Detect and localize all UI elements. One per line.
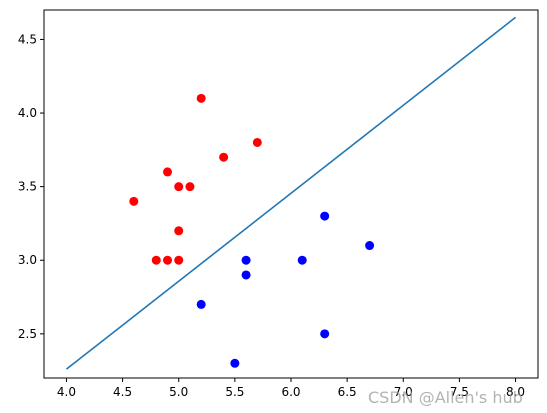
scatter-point-series-0-0 (129, 196, 139, 206)
watermark-text: CSDN @Allen's hub (368, 388, 523, 407)
scatter-point-series-1-7 (365, 241, 375, 251)
scatter-point-series-0-9 (219, 152, 229, 162)
plot-frame (43, 9, 539, 379)
x-tick-label: 5.5 (225, 385, 244, 399)
x-tick-label: 6.5 (338, 385, 357, 399)
scatter-point-series-0-6 (174, 182, 184, 192)
scatter-point-series-0-10 (252, 137, 262, 147)
scatter-point-series-1-4 (297, 255, 307, 265)
scatter-point-series-0-1 (151, 255, 161, 265)
scatter-point-series-0-3 (163, 167, 172, 177)
scatter-point-series-0-5 (174, 226, 184, 236)
scatter-point-series-1-0 (196, 299, 206, 309)
scatter-point-series-0-7 (185, 182, 195, 192)
y-tick-label: 3.0 (18, 253, 37, 267)
scatter-point-series-1-2 (241, 270, 251, 280)
scatter-point-series-1-5 (320, 329, 330, 339)
x-tick-label: 5.0 (169, 385, 188, 399)
scatter-point-series-1-3 (241, 255, 251, 265)
y-tick-label: 2.5 (18, 327, 37, 341)
x-tick-label: 7.5 (450, 385, 469, 399)
data-layer (65, 16, 517, 370)
x-tick-label: 4.5 (113, 385, 132, 399)
y-tick-label: 3.5 (18, 180, 37, 194)
axes-layer: 4.0 4.5 5.0 5.5 6.0 6.5 7.0 7.5 8.0 2.5 3.0 3.5 4.0 4… (18, 32, 525, 399)
x-tick-label: 4.0 (57, 385, 76, 399)
scatter-point-series-1-6 (320, 211, 330, 221)
regression-line (65, 16, 517, 370)
scatter-point-series-0-2 (163, 255, 172, 265)
x-tick-label: 6.0 (281, 385, 300, 399)
scatter-point-series-0-4 (174, 255, 184, 265)
scatter-point-series-0-8 (196, 93, 206, 103)
y-tick-label: 4.0 (18, 106, 37, 120)
scatter-point-series-1-1 (230, 358, 240, 368)
x-tick-label: 8.0 (506, 385, 525, 399)
x-tick-label: 7.0 (394, 385, 413, 399)
y-tick-label: 4.5 (18, 32, 37, 46)
